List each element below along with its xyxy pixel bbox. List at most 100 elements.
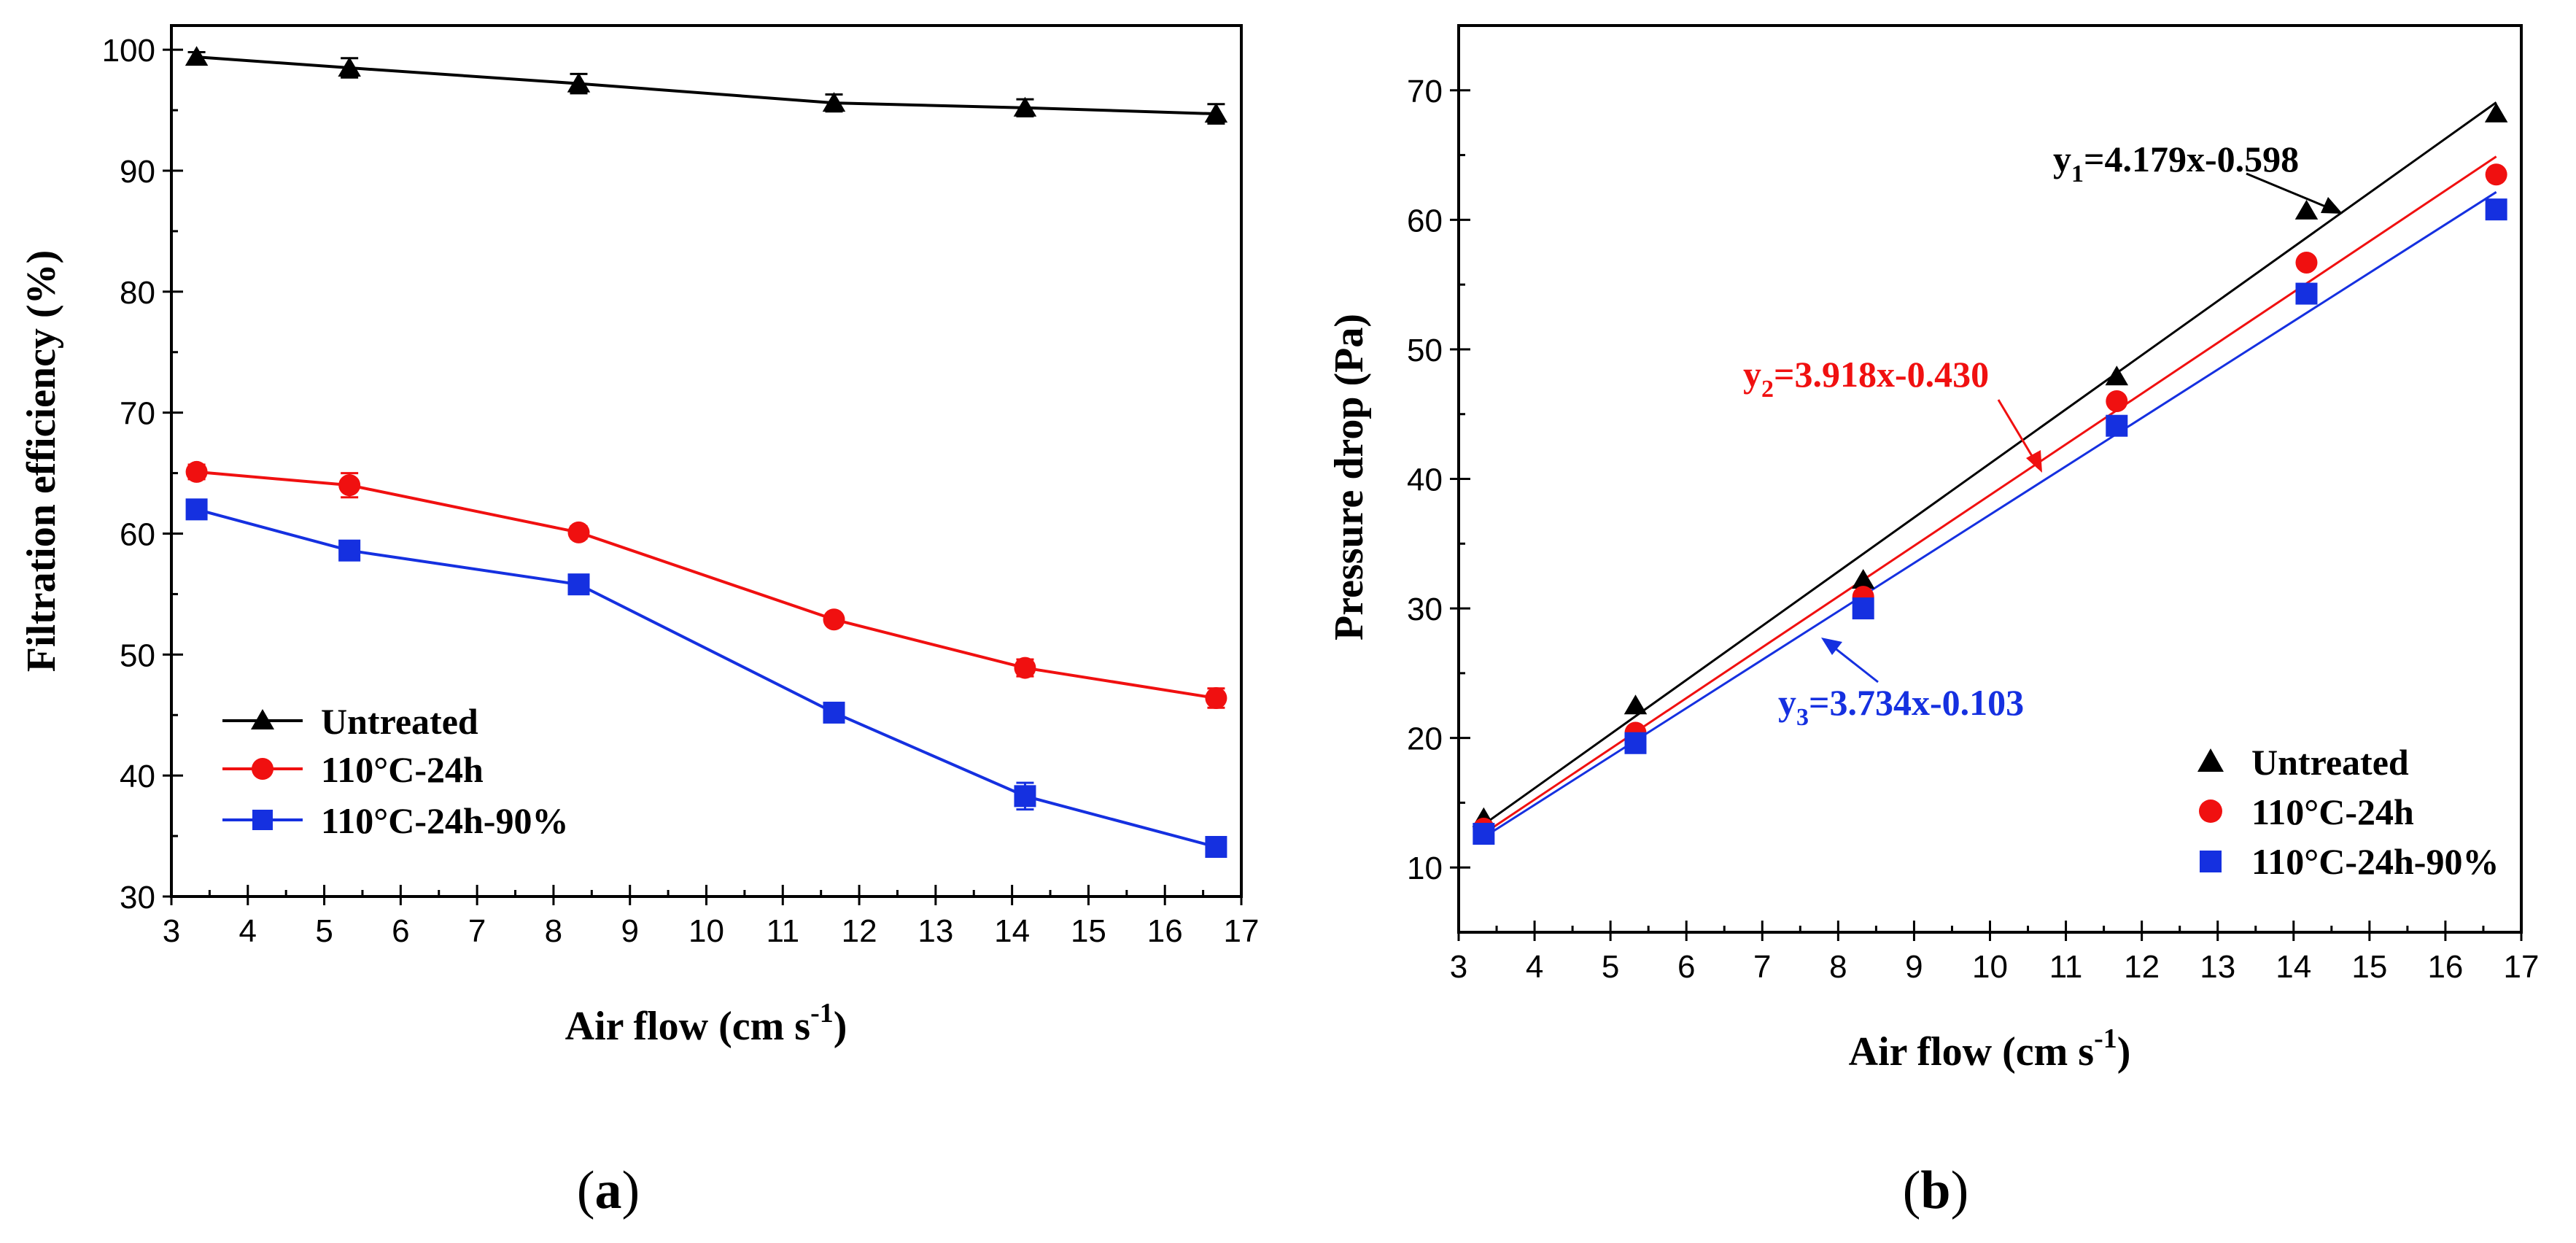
x-axis-label-b: Air flow (cm s-1): [1849, 1023, 2131, 1074]
legend-label-untreated-a: Untreated: [321, 701, 478, 742]
series-line-h24-a: [196, 470, 1217, 700]
y-tick-label-a: 50: [120, 638, 155, 673]
x-tick-label-b: 17: [2504, 949, 2540, 985]
data-point-h24-a: [567, 521, 590, 543]
series-line-h24-90-a: [196, 508, 1217, 848]
data-point-h24-90-b: [1473, 823, 1495, 845]
x-tick-label-b: 8: [1829, 949, 1847, 985]
y-ticks-a: 30 40 50 60 70 80 90 100: [102, 33, 183, 915]
fit-line-h24-90-b: [1483, 191, 2497, 839]
y-tick-label-a: 40: [120, 759, 155, 794]
legend-label-h24-90-b: 110°C-24h-90%: [2251, 841, 2499, 882]
data-point-untreated-a: [338, 57, 361, 77]
legend-marker-h24-90-a: [252, 810, 273, 830]
y-tick-label-b: 10: [1407, 851, 1443, 886]
legend-a: Untreated 110°C-24h 110°C-24h-90%: [222, 701, 568, 841]
legend-marker-untreated-b: [2197, 748, 2224, 772]
x-tick-label-b: 16: [2427, 949, 2463, 985]
x-ticks-b: 3 4 5 6 7 8 9 10 11 12 13 14 15 16 17: [1450, 921, 2540, 985]
data-point-untreated-a: [567, 72, 591, 93]
fit-equation-2: y2=3.918x-0.430: [1743, 354, 2042, 473]
svg-text:y3=3.734x-0.103: y3=3.734x-0.103: [1778, 682, 2024, 731]
fit-equation-1-arrowhead: [2321, 197, 2343, 214]
series-line-untreated-a: [196, 55, 1217, 116]
data-point-h24-a: [823, 608, 845, 631]
y-axis-label-a: Filtration efficiency (%): [19, 250, 64, 672]
x-tick-label-a: 14: [994, 913, 1030, 949]
y-tick-label-a: 30: [120, 880, 155, 915]
fit-equation-2-arrowhead: [2026, 450, 2042, 473]
y-axis-label-b: Pressure drop (Pa): [1327, 314, 1372, 640]
y-tick-label-a: 90: [120, 154, 155, 190]
legend-label-untreated-b: Untreated: [2251, 742, 2409, 783]
legend-label-h24-b: 110°C-24h: [2251, 791, 2414, 832]
x-tick-label-a: 7: [468, 913, 486, 949]
data-point-untreated-a: [1013, 96, 1037, 117]
x-tick-label-b: 15: [2351, 949, 2387, 985]
x-tick-label-a: 11: [766, 913, 799, 949]
legend-label-h24-a: 110°C-24h: [321, 749, 484, 790]
fit-lines-b: [1483, 101, 2497, 839]
data-point-h24-90-b: [2295, 282, 2318, 305]
data-point-h24-a: [1205, 687, 1227, 710]
x-tick-label-a: 3: [163, 913, 180, 949]
data-point-h24-90-b: [2485, 198, 2507, 221]
fit-equation-3: y3=3.734x-0.103: [1778, 638, 2024, 731]
x-tick-label-a: 5: [315, 913, 333, 949]
y-tick-label-a: 60: [120, 517, 155, 553]
panel-caption-b: (b): [1902, 1161, 1969, 1220]
panel-caption-a: (a): [576, 1161, 640, 1220]
svg-text:y2=3.918x-0.430: y2=3.918x-0.430: [1743, 354, 1989, 403]
x-ticks-a: 3 4 5 6 7 8 9 10 11 12 13 14 15 16 17: [163, 885, 1259, 949]
data-point-h24-a: [338, 474, 361, 497]
data-point-h24-b: [2485, 163, 2507, 186]
data-point-h24-90-a: [338, 539, 361, 562]
x-tick-label-b: 4: [1526, 949, 1543, 985]
data-point-h24-90-a: [1205, 836, 1227, 859]
x-tick-label-b: 11: [2049, 949, 2083, 985]
x-tick-label-a: 15: [1071, 913, 1106, 949]
x-tick-label-a: 10: [688, 913, 724, 949]
data-point-h24-90-a: [567, 573, 590, 596]
x-tick-label-b: 14: [2276, 949, 2311, 985]
data-point-untreated-b: [1851, 569, 1875, 589]
fit-line-h24-b: [1483, 155, 2497, 835]
data-point-untreated-b: [2484, 102, 2508, 123]
fit-equation-3-arrowhead: [1821, 638, 1842, 655]
y-tick-label-a: 100: [102, 33, 155, 69]
y-tick-label-b: 20: [1407, 721, 1443, 757]
y-tick-label-b: 30: [1407, 592, 1443, 627]
data-point-h24-90-a: [185, 498, 208, 521]
data-point-untreated-b: [2294, 199, 2319, 220]
data-point-h24-a: [185, 460, 208, 483]
data-point-untreated-b: [1623, 694, 1648, 715]
series-a: [185, 46, 1228, 859]
y-tick-label-b: 50: [1407, 333, 1443, 368]
data-point-h24-90-a: [823, 701, 845, 724]
x-tick-label-b: 10: [1972, 949, 2008, 985]
data-point-h24-b: [2295, 251, 2318, 274]
data-point-h24-90-a: [1014, 785, 1036, 808]
x-tick-label-a: 4: [239, 913, 257, 949]
data-point-h24-90-b: [1624, 732, 1647, 754]
x-tick-label-a: 12: [842, 913, 877, 949]
x-tick-label-b: 5: [1602, 949, 1619, 985]
x-tick-label-b: 13: [2200, 949, 2235, 985]
legend-label-h24-90-a: 110°C-24h-90%: [321, 800, 568, 841]
x-tick-label-a: 9: [621, 913, 638, 949]
x-tick-label-b: 3: [1450, 949, 1467, 985]
x-tick-label-a: 6: [392, 913, 409, 949]
fit-line-untreated-b: [1483, 101, 2497, 826]
x-tick-label-b: 6: [1677, 949, 1695, 985]
data-point-h24-90-b: [1852, 597, 1874, 620]
legend-marker-h24-b: [2199, 799, 2222, 823]
data-point-untreated-a: [1204, 103, 1228, 123]
panel-caption-b-letter: b: [1920, 1161, 1951, 1220]
data-point-h24-b: [2106, 390, 2128, 412]
legend-marker-h24-a: [252, 758, 273, 780]
svg-text:y1=4.179x-0.598: y1=4.179x-0.598: [2053, 139, 2299, 187]
legend-marker-untreated-a: [251, 709, 274, 729]
x-tick-label-b: 9: [1905, 949, 1923, 985]
data-point-untreated-a: [822, 92, 846, 112]
